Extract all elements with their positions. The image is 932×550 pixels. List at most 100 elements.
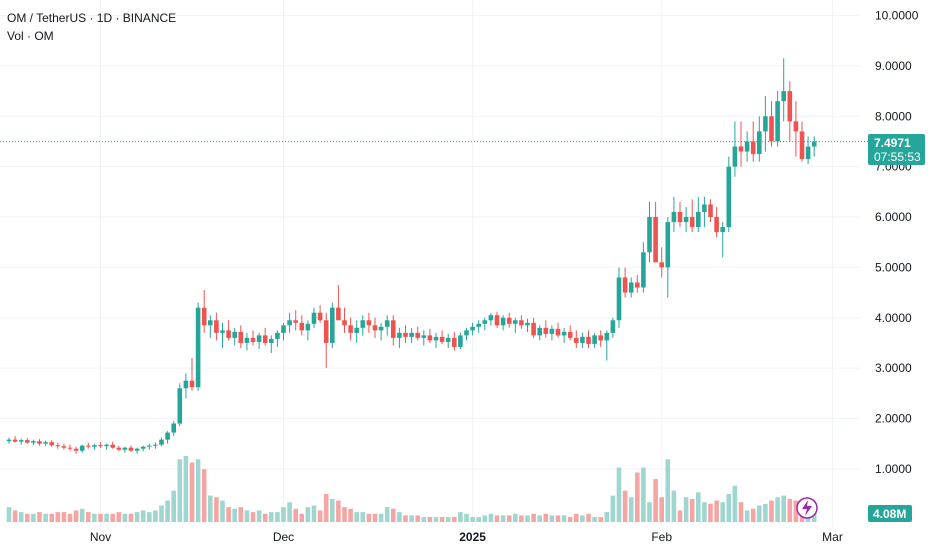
volume-bar — [73, 510, 79, 522]
candle-body — [232, 331, 237, 338]
candle-body — [604, 332, 610, 341]
candle-body — [659, 262, 664, 268]
volume-bar — [342, 507, 347, 522]
volume-bar — [250, 512, 256, 522]
candle-body — [439, 336, 445, 342]
volume-bar — [49, 513, 54, 522]
volume-bar — [372, 513, 378, 522]
candle-body — [55, 445, 61, 447]
volume-bar — [555, 515, 561, 522]
candle-body — [37, 441, 42, 444]
volume-bar — [317, 510, 323, 522]
volume-bar — [628, 497, 634, 522]
volume-bar — [305, 507, 311, 522]
volume-bar — [159, 505, 164, 522]
candle-body — [31, 441, 36, 443]
y-tick-label: 3.0000 — [875, 361, 912, 375]
volume-bar — [488, 513, 494, 522]
candle-body — [543, 327, 549, 334]
price-badge: 7.4971 07:55:53 — [868, 134, 925, 165]
y-tick-label: 1.0000 — [875, 462, 912, 476]
candlesticks — [6, 58, 817, 454]
lightning-icon[interactable] — [796, 497, 818, 519]
candle-body — [482, 320, 488, 324]
candle-body — [79, 445, 85, 451]
candle-body — [519, 320, 524, 326]
volume-bar — [763, 503, 768, 522]
candle-body — [763, 116, 768, 132]
candle-body — [391, 320, 396, 338]
volume-bar — [67, 513, 73, 522]
candle-body — [293, 320, 298, 323]
volume-bar — [293, 508, 298, 522]
candle-body — [622, 277, 628, 293]
volume-bar — [574, 513, 579, 522]
candle-body — [592, 335, 597, 344]
candle-body — [726, 166, 732, 228]
candle-body — [250, 337, 256, 342]
candle-body — [555, 328, 561, 336]
candle-body — [513, 320, 518, 324]
candle-body — [811, 141, 817, 147]
candle-body — [360, 320, 366, 328]
candle-body — [183, 380, 189, 389]
candle-body — [208, 320, 213, 326]
y-tick-label: 2.0000 — [875, 411, 912, 425]
volume-bar — [18, 512, 24, 522]
volume-bar — [104, 513, 109, 522]
candle-body — [689, 217, 695, 228]
volume-bar — [750, 508, 756, 522]
volume-bar — [275, 512, 280, 522]
volume-bar — [427, 517, 433, 522]
volume-bar — [330, 498, 335, 522]
volume-bar — [147, 512, 152, 522]
volume-bar — [653, 479, 658, 522]
candle-body — [98, 445, 103, 447]
volume-bar — [482, 515, 488, 522]
candle-body — [775, 101, 780, 142]
candle-body — [269, 338, 274, 343]
volume-bar — [311, 505, 317, 522]
volume-bar — [384, 507, 390, 522]
volume-bar — [171, 490, 176, 522]
volume-bar — [37, 512, 42, 522]
volume-bar — [403, 515, 408, 522]
chart-legend: OM / TetherUS · 1D · BINANCE Vol · OM — [7, 9, 176, 45]
candle-body — [403, 332, 408, 337]
volume-bars — [6, 456, 817, 522]
candle-body — [683, 217, 689, 223]
candle-body — [153, 444, 158, 446]
candle-body — [372, 325, 378, 331]
volume-bar — [549, 515, 555, 522]
volume-bar — [647, 502, 652, 522]
candle-body — [323, 320, 329, 343]
volume-bar — [244, 510, 250, 522]
candle-body — [299, 322, 305, 331]
volume-bar — [464, 513, 469, 522]
candle-body — [744, 141, 750, 152]
candle-body — [610, 320, 616, 333]
volume-bar — [140, 510, 146, 522]
volume-bar — [635, 472, 640, 522]
candle-body — [732, 146, 738, 167]
volume-bar — [287, 502, 292, 522]
volume-bar — [336, 500, 341, 522]
volume-bar — [415, 515, 420, 522]
candle-body — [159, 439, 164, 445]
volume-bar — [391, 508, 396, 522]
volume-bar — [25, 513, 30, 522]
volume-bar — [513, 513, 518, 522]
volume-bar — [201, 469, 207, 522]
volume-bar — [269, 512, 274, 522]
candle-body — [238, 331, 244, 343]
candle-body — [750, 141, 756, 155]
candle-body — [281, 325, 286, 333]
candle-body — [445, 337, 451, 342]
volume-bar — [720, 502, 725, 522]
volume-bar — [299, 513, 305, 522]
candle-body — [256, 335, 262, 342]
candle-body — [525, 322, 530, 326]
candle-body — [311, 312, 317, 324]
candle-body — [470, 326, 475, 331]
